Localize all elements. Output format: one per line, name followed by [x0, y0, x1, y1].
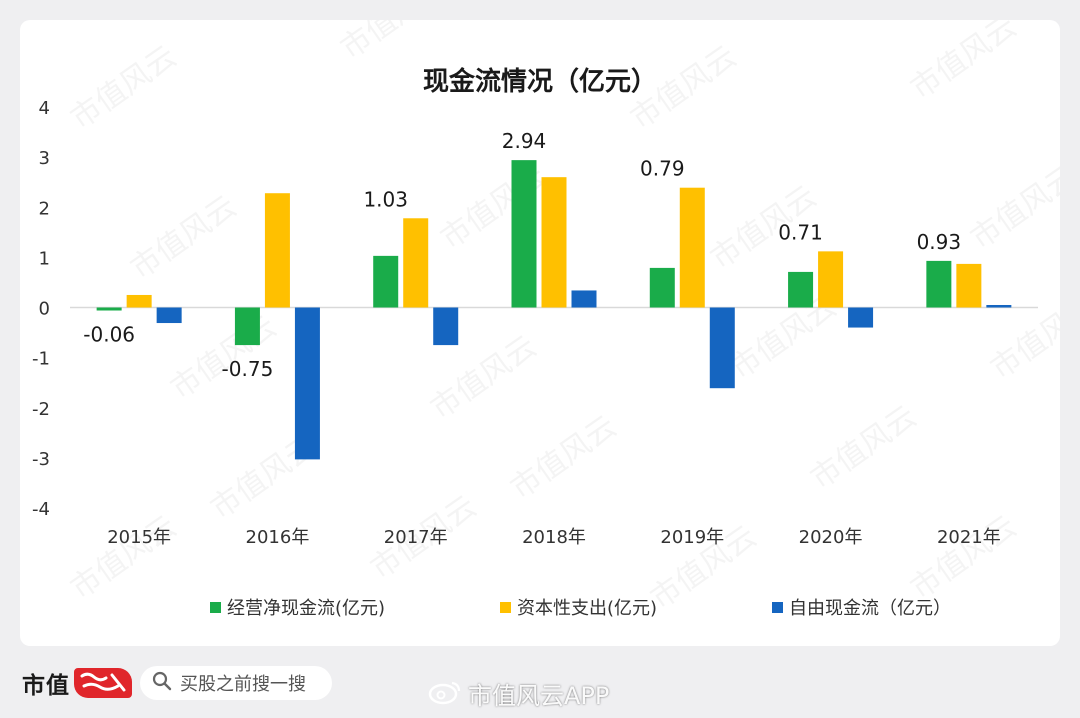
brand-logo: 市值 [22, 666, 132, 700]
watermark-text: 市值风云 [985, 289, 1060, 386]
watermark-text: 市值风云 [125, 189, 243, 286]
bar-operating [511, 160, 537, 308]
bar-fcf [986, 304, 1012, 308]
bar-capex [679, 187, 705, 308]
brand-seal-icon [74, 668, 132, 698]
bar-fcf [571, 290, 597, 308]
y-tick-label: 3 [39, 148, 50, 169]
weibo-watermark: 市值风云APP [428, 676, 609, 711]
watermark-text: 市值风云 [65, 39, 183, 136]
bar-operating [926, 260, 952, 308]
watermark-text: 市值风云 [805, 399, 923, 496]
legend: 经营净现金流(亿元) 资本性支出(亿元) 自由现金流（亿元） [210, 598, 951, 619]
bar-operating [234, 307, 260, 346]
watermark-text: 市值风云 [965, 159, 1060, 256]
data-label: 1.03 [363, 187, 408, 211]
bar-capex [541, 177, 567, 308]
search-box[interactable]: 买股之前搜一搜 [140, 666, 332, 700]
footer-bar: 市值 买股之前搜一搜 市值风云APP [0, 646, 1080, 718]
data-label: 2.94 [502, 129, 547, 153]
y-tick-label: -2 [32, 399, 50, 420]
y-tick-label: 1 [39, 248, 50, 269]
y-axis: 4 3 2 1 0 -1 -2 -3 -4 [32, 98, 50, 520]
data-label: 0.71 [778, 220, 823, 244]
weibo-icon [428, 679, 462, 709]
x-tick-label: 2017年 [384, 527, 448, 548]
data-labels: -0.06 -0.75 1.03 2.94 0.79 0.71 0.93 [83, 129, 961, 381]
bar-fcf [294, 307, 320, 460]
watermark-text: 市值风云 [905, 509, 1023, 606]
watermark-text: 市值风云 [65, 509, 183, 606]
watermark-text: 市值风云 [335, 20, 453, 67]
x-tick-label: 2016年 [246, 527, 310, 548]
legend-swatch [772, 602, 783, 613]
bar-fcf [709, 307, 735, 389]
x-axis: 2015年 2016年 2017年 2018年 2019年 2020年 2021年 [107, 527, 1001, 548]
bar-capex [126, 294, 152, 308]
bar-fcf [156, 307, 182, 324]
brand-name: 市值 [22, 673, 70, 699]
bar-fcf [433, 307, 459, 346]
x-tick-label: 2018年 [522, 527, 586, 548]
legend-label: 经营净现金流(亿元) [227, 598, 385, 619]
y-tick-label: 0 [39, 299, 50, 320]
bar-capex [403, 218, 429, 308]
bar-capex [818, 251, 844, 308]
weibo-text: 市值风云APP [468, 682, 610, 710]
search-placeholder: 买股之前搜一搜 [180, 674, 306, 695]
data-label: -0.75 [222, 357, 274, 381]
bar-operating [649, 267, 675, 308]
data-label: 0.79 [640, 157, 685, 181]
chart-title: 现金流情况（亿元） [423, 66, 657, 97]
bar-operating [373, 255, 399, 308]
bar-operating [96, 307, 122, 311]
legend-swatch [500, 602, 511, 613]
x-tick-label: 2015年 [107, 527, 171, 548]
data-label: -0.06 [83, 323, 135, 347]
bars-layer [96, 160, 1012, 460]
bar-capex [264, 193, 290, 308]
legend-label: 资本性支出(亿元) [517, 598, 657, 619]
x-tick-label: 2020年 [799, 527, 863, 548]
x-tick-label: 2019年 [660, 527, 724, 548]
y-tick-label: -4 [32, 499, 50, 520]
legend-swatch [210, 602, 221, 613]
watermark-text: 市值风云 [905, 20, 1023, 107]
legend-label: 自由现金流（亿元） [789, 598, 951, 619]
bar-capex [956, 263, 982, 308]
y-tick-label: -1 [32, 349, 50, 370]
y-tick-label: 4 [39, 98, 50, 119]
chart-card: 市值风云 市值风云 市值风云 市值风云 市值风云 市值风云 市值风云 市值风云 市值风云 市值风云… [20, 20, 1060, 646]
watermark-text: 市值风云 [505, 409, 623, 506]
y-tick-label: 2 [39, 198, 50, 219]
bar-operating [788, 271, 814, 308]
data-label: 0.93 [917, 230, 962, 254]
x-tick-label: 2021年 [937, 527, 1001, 548]
bar-fcf [848, 307, 874, 328]
search-icon [152, 671, 172, 695]
y-tick-label: -3 [32, 449, 50, 470]
